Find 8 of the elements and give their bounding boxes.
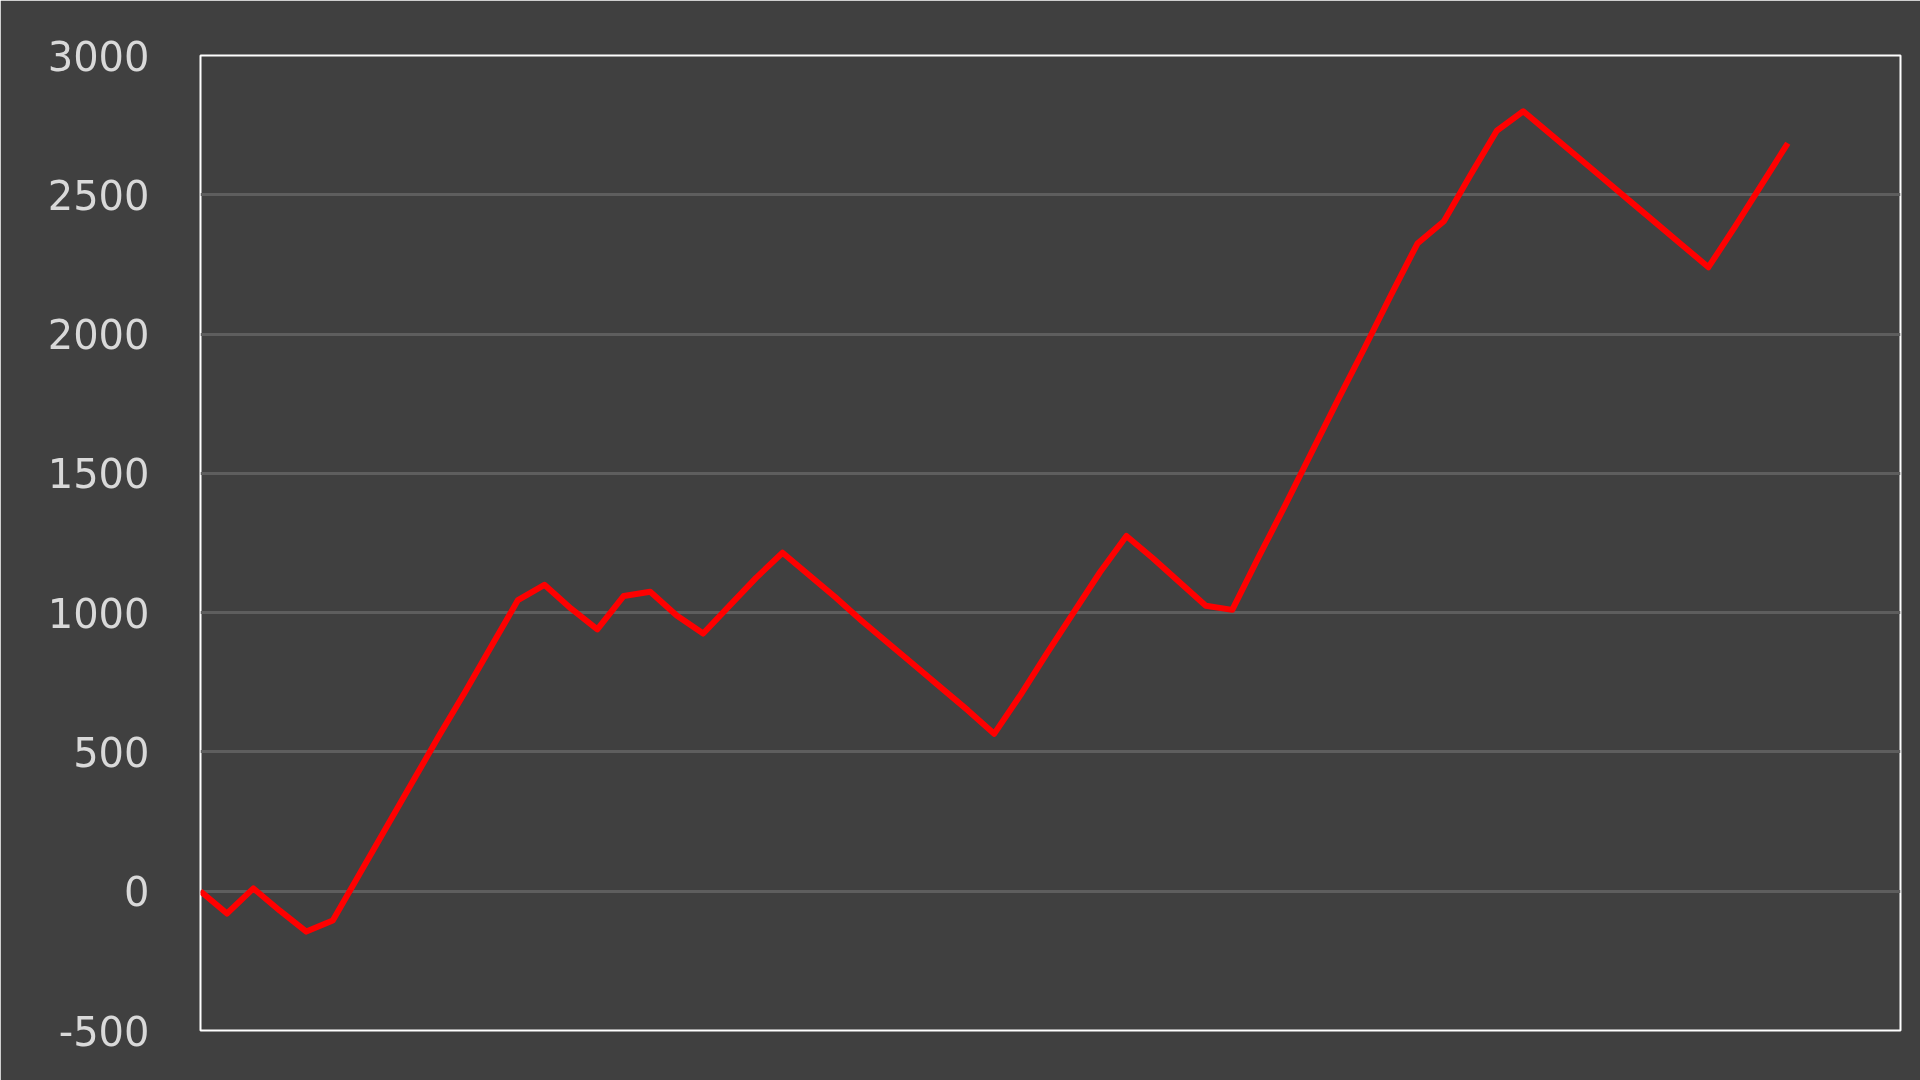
y-tick-label: 500 <box>73 729 150 776</box>
y-tick-label: 0 <box>124 869 150 916</box>
y-tick-label: 1500 <box>47 451 150 498</box>
y-tick-label: 2500 <box>47 172 150 219</box>
y-tick-label: -500 <box>58 1008 150 1055</box>
y-tick-label: 2000 <box>47 312 150 359</box>
y-tick-label: 3000 <box>47 33 150 80</box>
y-tick-label: 1000 <box>47 590 150 637</box>
